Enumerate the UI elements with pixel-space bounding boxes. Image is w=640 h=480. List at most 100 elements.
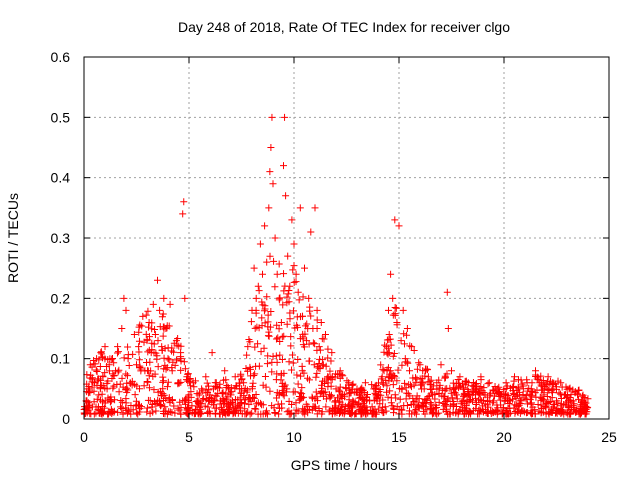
data-point <box>149 300 157 308</box>
x-tick-label: 20 <box>496 429 512 445</box>
data-point <box>112 367 119 375</box>
data-point <box>328 376 336 384</box>
data-point <box>527 407 535 415</box>
data-point <box>137 403 145 411</box>
data-point <box>90 410 98 418</box>
data-point <box>122 404 130 412</box>
data-point <box>118 325 126 332</box>
data-point <box>382 343 390 351</box>
data-point <box>117 397 125 405</box>
data-point <box>217 397 224 405</box>
data-point <box>139 312 147 320</box>
data-point <box>219 388 227 396</box>
data-point <box>193 397 201 405</box>
data-point <box>160 365 168 373</box>
data-point <box>114 348 122 356</box>
data-point <box>177 410 185 418</box>
data-point <box>543 393 551 401</box>
data-point <box>303 337 311 345</box>
data-point <box>448 367 455 375</box>
data-point <box>584 395 592 403</box>
data-point <box>259 270 266 278</box>
data-point <box>325 408 333 416</box>
data-point <box>279 301 287 309</box>
data-point <box>301 322 309 330</box>
data-point <box>387 399 395 407</box>
data-point <box>251 405 259 413</box>
data-point <box>146 410 154 418</box>
data-point <box>468 382 476 390</box>
data-point <box>159 373 167 381</box>
data-point <box>442 408 450 416</box>
data-point <box>384 393 392 401</box>
data-point <box>283 299 291 307</box>
data-point <box>278 388 286 396</box>
data-point <box>241 396 249 404</box>
data-point <box>189 379 197 387</box>
data-point <box>275 260 283 268</box>
data-point <box>435 389 443 397</box>
data-point <box>231 395 239 403</box>
data-point <box>349 409 357 417</box>
data-point <box>287 333 295 341</box>
data-point <box>223 395 231 403</box>
data-point <box>267 307 275 315</box>
data-point <box>349 397 357 405</box>
data-point <box>391 310 399 318</box>
data-point <box>83 371 91 379</box>
data-point <box>150 386 158 394</box>
data-point <box>151 370 159 378</box>
data-point <box>168 367 176 375</box>
data-point <box>509 383 517 391</box>
data-point <box>240 392 248 400</box>
data-point <box>296 204 304 212</box>
data-point <box>435 409 443 417</box>
data-point <box>282 192 290 200</box>
data-point <box>97 376 105 384</box>
data-point <box>387 374 395 382</box>
data-point <box>273 321 281 329</box>
data-point <box>505 396 513 404</box>
data-point <box>294 288 302 296</box>
data-point <box>280 162 287 170</box>
data-point <box>208 349 216 357</box>
data-point <box>238 399 246 407</box>
data-points <box>80 113 592 418</box>
data-point <box>424 393 432 401</box>
data-point <box>145 372 153 380</box>
data-point <box>275 404 283 412</box>
data-point <box>248 383 256 391</box>
data-point <box>324 354 332 362</box>
data-point <box>315 359 323 367</box>
data-point <box>148 325 156 333</box>
data-point <box>269 180 277 188</box>
data-point <box>194 397 202 405</box>
data-point <box>390 409 398 417</box>
data-point <box>286 282 294 290</box>
y-tick-label: 0.2 <box>51 290 71 306</box>
data-point <box>133 382 141 390</box>
data-point <box>152 407 160 415</box>
data-point <box>255 362 263 370</box>
data-point <box>461 410 469 418</box>
data-point <box>243 351 251 359</box>
data-point <box>368 381 376 389</box>
data-point <box>119 383 127 391</box>
data-point <box>165 356 173 364</box>
x-axis-label: GPS time / hours <box>291 457 398 473</box>
data-point <box>495 383 503 391</box>
data-point <box>313 306 321 314</box>
data-point <box>294 407 302 415</box>
data-point <box>145 318 153 326</box>
data-point <box>394 366 402 374</box>
data-point <box>196 403 204 411</box>
data-point <box>386 335 394 343</box>
data-point <box>261 373 269 381</box>
data-point <box>480 408 488 416</box>
data-point <box>212 379 220 387</box>
data-point <box>401 340 409 348</box>
data-point <box>399 306 407 314</box>
data-point <box>266 387 274 395</box>
data-point <box>222 376 230 384</box>
data-point <box>202 395 210 403</box>
